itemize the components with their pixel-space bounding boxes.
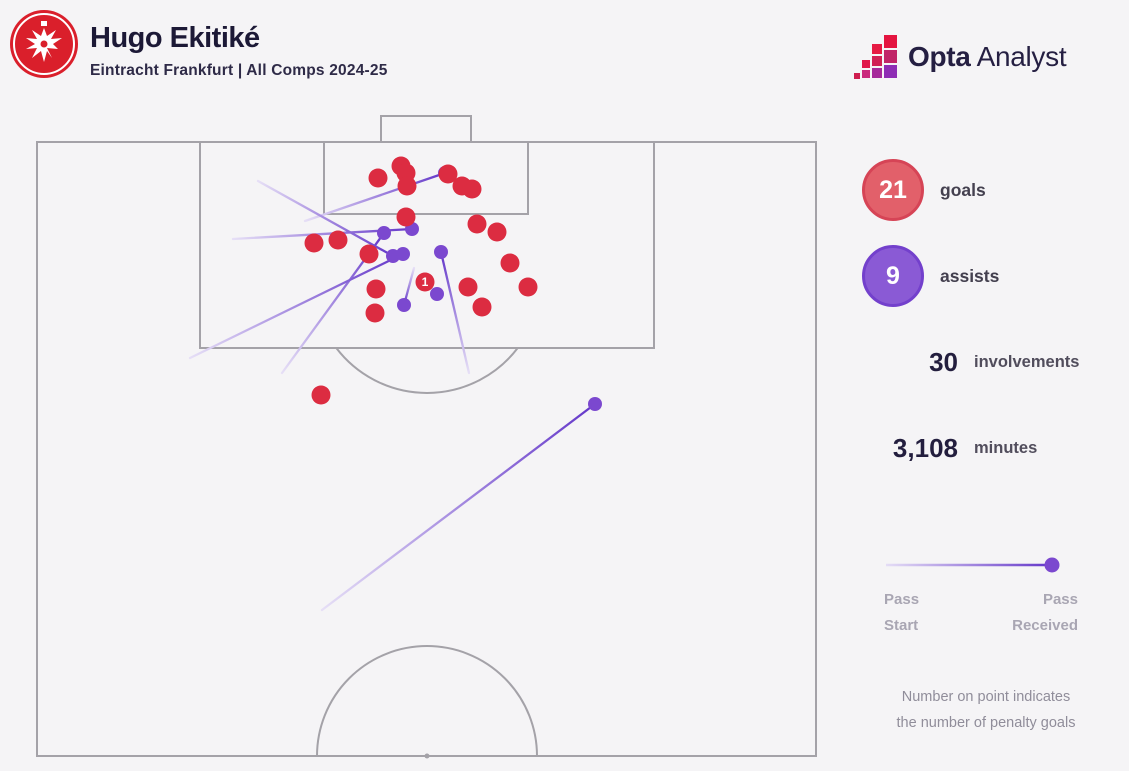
assist-dot bbox=[434, 245, 448, 259]
pass-line bbox=[188, 252, 405, 360]
involvements-label: involvements bbox=[974, 352, 1080, 371]
assist-dot bbox=[588, 397, 602, 411]
pass-line bbox=[439, 250, 471, 375]
minutes-label: minutes bbox=[974, 438, 1038, 457]
goal-dot bbox=[518, 277, 538, 297]
goal-dot bbox=[368, 168, 388, 188]
six-yard-box bbox=[323, 141, 529, 215]
pass-line bbox=[320, 402, 597, 612]
involvements-count: 30 bbox=[929, 346, 958, 377]
stats-panel: 21 goals 9 assists 30 involvements 3,108… bbox=[862, 159, 1112, 503]
assist-dot bbox=[397, 298, 411, 312]
goal-dot bbox=[328, 230, 348, 250]
opta-analyst-logo: Opta Analyst bbox=[852, 34, 1067, 80]
assist-dot bbox=[377, 226, 391, 240]
assists-count-badge: 9 bbox=[862, 245, 924, 307]
goal-dot bbox=[467, 214, 487, 234]
goal-dot bbox=[366, 279, 386, 299]
penalty-note: Number on point indicates the number of … bbox=[896, 689, 1076, 731]
goal-dot bbox=[397, 176, 417, 196]
assists-count: 9 bbox=[886, 261, 900, 290]
goal-dot bbox=[462, 179, 482, 199]
club-badge bbox=[10, 10, 78, 78]
page-title: Hugo Ekitiké bbox=[90, 22, 260, 54]
goals-count: 21 bbox=[879, 175, 907, 204]
penalty-area bbox=[199, 141, 655, 349]
centre-spot bbox=[424, 753, 430, 759]
centre-circle bbox=[316, 645, 538, 757]
pass-line bbox=[303, 171, 447, 223]
goals-label: goals bbox=[940, 179, 986, 200]
penalty-goal-dot bbox=[415, 272, 435, 292]
goal-dots: 1 bbox=[304, 156, 538, 405]
page-subtitle: Eintracht Frankfurt | All Comps 2024-25 bbox=[90, 62, 388, 79]
crest-crown bbox=[41, 21, 47, 26]
pitch-markings bbox=[36, 115, 817, 759]
stat-involvements: 30 involvements bbox=[862, 331, 1112, 393]
goal-dot bbox=[500, 253, 520, 273]
goal-dot bbox=[304, 233, 324, 253]
stat-goals: 21 goals bbox=[862, 159, 1112, 221]
goal-dot bbox=[487, 222, 507, 242]
stat-minutes: 3,108 minutes bbox=[862, 417, 1112, 479]
opta-stairs-icon bbox=[854, 35, 897, 79]
legend-pass-received: Pass Received bbox=[1012, 591, 1078, 634]
pass-lines bbox=[188, 171, 597, 612]
penalty-goal-count: 1 bbox=[422, 275, 429, 289]
legend-pass-start: Pass Start bbox=[884, 591, 920, 634]
goal-dot bbox=[438, 164, 458, 184]
goal-frame bbox=[380, 115, 472, 143]
minutes-count: 3,108 bbox=[892, 432, 958, 463]
goal-dot bbox=[311, 385, 331, 405]
assist-dot bbox=[430, 287, 444, 301]
brand-analyst: Analyst bbox=[976, 41, 1067, 72]
goal-dot bbox=[458, 277, 478, 297]
pitch-boundary bbox=[36, 141, 817, 757]
goal-dot bbox=[472, 297, 492, 317]
goal-dot bbox=[365, 303, 385, 323]
goals-count-badge: 21 bbox=[862, 159, 924, 221]
goal-dot bbox=[396, 207, 416, 227]
pass-legend: Pass Start Pass Received bbox=[884, 556, 1078, 639]
assist-dot bbox=[396, 247, 410, 261]
stat-assists: 9 assists bbox=[862, 245, 1112, 307]
brand-text: Opta Analyst bbox=[908, 41, 1067, 73]
penalty-arc bbox=[335, 347, 519, 394]
header: Hugo Ekitiké Eintracht Frankfurt | All C… bbox=[90, 22, 388, 80]
pass-received-dot bbox=[1044, 557, 1060, 573]
pass-legend-line bbox=[886, 557, 1060, 573]
pass-line bbox=[256, 179, 395, 258]
goal-dot bbox=[359, 244, 379, 264]
brand-opta: Opta bbox=[908, 41, 971, 72]
assists-label: assists bbox=[940, 265, 1000, 286]
